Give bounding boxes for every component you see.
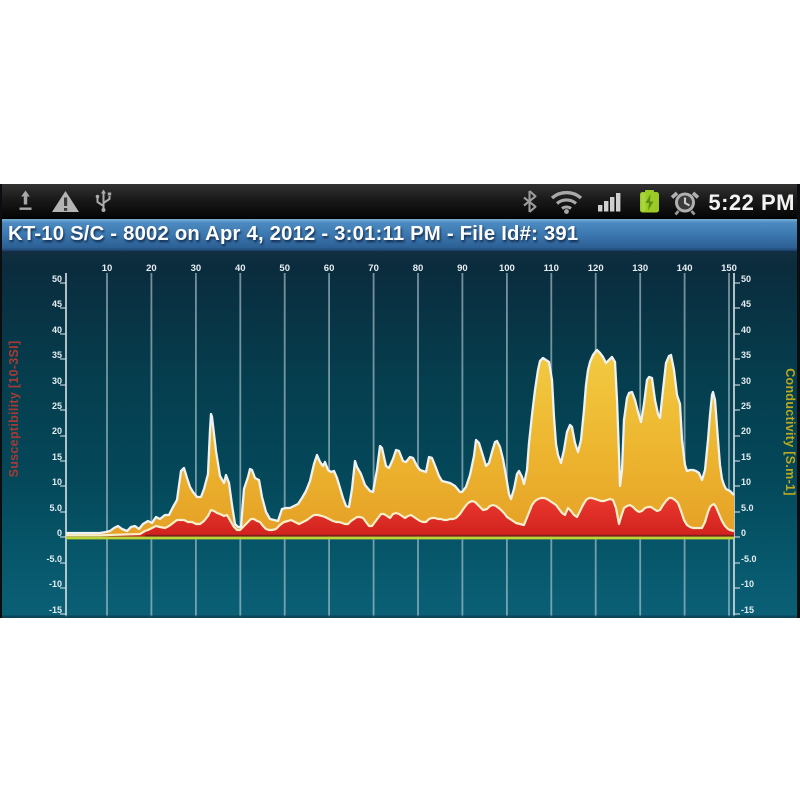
svg-text:50: 50 bbox=[52, 274, 62, 284]
svg-text:130: 130 bbox=[632, 263, 648, 274]
svg-text:30: 30 bbox=[191, 263, 202, 274]
svg-text:40: 40 bbox=[235, 263, 246, 274]
svg-text:Conductivity [S.m-1]: Conductivity [S.m-1] bbox=[783, 368, 797, 496]
svg-text:50: 50 bbox=[279, 263, 290, 274]
svg-text:35: 35 bbox=[741, 350, 751, 360]
svg-text:50: 50 bbox=[741, 274, 751, 284]
svg-text:5.0: 5.0 bbox=[49, 503, 62, 513]
svg-text:10: 10 bbox=[741, 477, 751, 487]
svg-text:110: 110 bbox=[544, 263, 559, 274]
svg-text:Susceptibility [10-3SI]: Susceptibility [10-3SI] bbox=[7, 341, 21, 478]
svg-text:0: 0 bbox=[57, 528, 62, 538]
svg-text:-5.0: -5.0 bbox=[741, 554, 757, 564]
svg-text:70: 70 bbox=[368, 263, 379, 274]
svg-text:150: 150 bbox=[721, 263, 737, 274]
svg-text:40: 40 bbox=[52, 325, 62, 335]
svg-text:20: 20 bbox=[146, 263, 157, 274]
svg-text:25: 25 bbox=[741, 401, 751, 411]
svg-text:15: 15 bbox=[741, 452, 751, 462]
svg-text:60: 60 bbox=[324, 263, 335, 274]
svg-text:30: 30 bbox=[741, 376, 751, 386]
svg-text:80: 80 bbox=[413, 263, 424, 274]
svg-text:100: 100 bbox=[499, 263, 515, 274]
svg-text:120: 120 bbox=[588, 263, 604, 274]
svg-text:45: 45 bbox=[52, 299, 62, 309]
svg-text:20: 20 bbox=[741, 426, 751, 436]
svg-text:10: 10 bbox=[52, 477, 62, 487]
svg-text:140: 140 bbox=[677, 263, 693, 274]
svg-text:-5.0: -5.0 bbox=[46, 554, 62, 564]
svg-text:20: 20 bbox=[52, 426, 62, 436]
svg-text:-15: -15 bbox=[49, 605, 62, 615]
svg-text:-10: -10 bbox=[741, 579, 754, 589]
svg-text:-15: -15 bbox=[741, 605, 754, 615]
svg-text:10: 10 bbox=[102, 263, 113, 274]
svg-text:45: 45 bbox=[741, 299, 751, 309]
svg-text:35: 35 bbox=[52, 350, 62, 360]
svg-text:25: 25 bbox=[52, 401, 62, 411]
svg-text:30: 30 bbox=[52, 376, 62, 386]
svg-text:0: 0 bbox=[741, 528, 746, 538]
svg-text:-10: -10 bbox=[49, 579, 62, 589]
svg-text:90: 90 bbox=[457, 263, 468, 274]
svg-text:40: 40 bbox=[741, 325, 751, 335]
svg-text:5.0: 5.0 bbox=[741, 503, 754, 513]
svg-text:15: 15 bbox=[52, 452, 62, 462]
